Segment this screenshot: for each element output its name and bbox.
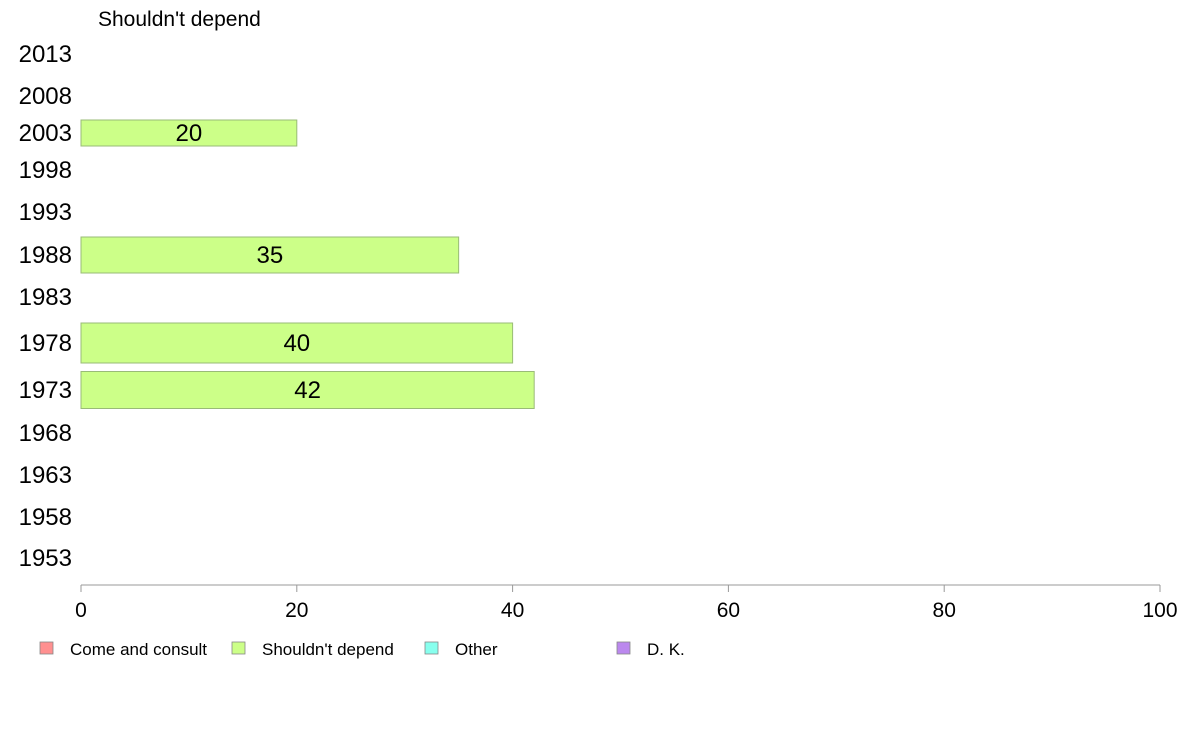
year-labels: 2013 2008 2003 1998 1993 1988 1983 1978 1973 1968…: [19, 41, 72, 572]
year-label: 1968: [19, 420, 72, 447]
year-label: 1993: [19, 199, 72, 226]
bar: [80, 236, 460, 274]
year-label: 2013: [19, 41, 72, 68]
bars: 20 35 40 42: [80, 119, 535, 409]
year-label: 1983: [19, 284, 72, 311]
year-label: 1958: [19, 504, 72, 531]
x-axis: 0 20 40 60 80 100: [75, 584, 1178, 622]
x-tick-label: 60: [717, 599, 740, 622]
legend-label: Shouldn't depend: [262, 640, 394, 659]
legend-label: Come and consult: [70, 640, 207, 659]
legend-label: Other: [455, 640, 498, 659]
year-label: 1973: [19, 377, 72, 404]
bar-data-label: 40: [283, 330, 310, 357]
year-label: 1988: [19, 242, 72, 269]
legend-swatch: [231, 641, 246, 655]
legend-swatch: [616, 641, 631, 655]
year-label: 1953: [19, 545, 72, 572]
legend-swatch: [39, 641, 54, 655]
year-label: 1998: [19, 157, 72, 184]
year-label: 1978: [19, 330, 72, 357]
bar-data-label: 35: [256, 242, 283, 269]
x-tick-label: 20: [285, 599, 308, 622]
year-label: 1963: [19, 462, 72, 489]
x-tick-label: 100: [1142, 599, 1177, 622]
year-label: 2003: [19, 120, 72, 147]
bar: [80, 371, 535, 409]
legend-label: D. K.: [647, 640, 685, 659]
x-tick-label: 40: [501, 599, 524, 622]
bar: [80, 119, 298, 147]
x-tick-label: 0: [75, 599, 87, 622]
legend-swatch: [424, 641, 439, 655]
bar: [80, 322, 514, 364]
bar-data-label: 42: [294, 377, 321, 404]
legend: Come and consult Shouldn't depend Other D. …: [39, 640, 685, 659]
x-tick-label: 80: [933, 599, 956, 622]
panel-title: Shouldn't depend: [98, 8, 261, 31]
year-label: 2008: [19, 83, 72, 110]
bar-data-label: 20: [176, 120, 203, 147]
